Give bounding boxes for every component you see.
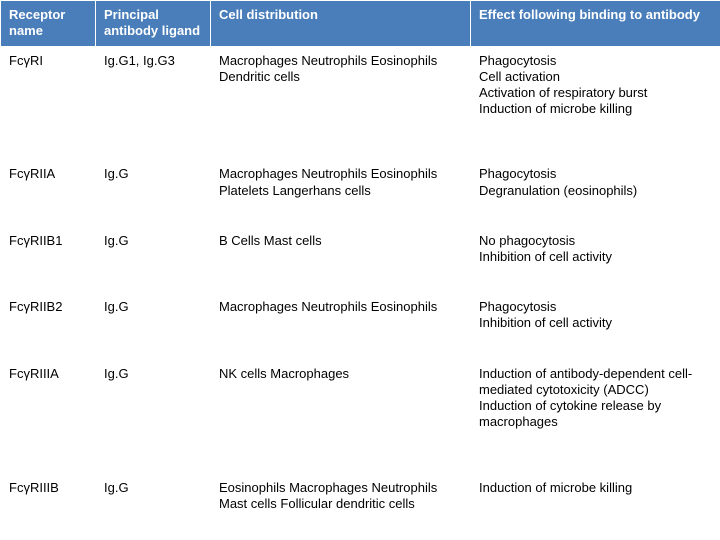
cell-ligand: Ig.G1, Ig.G3 xyxy=(96,46,211,160)
cell-distribution: Macrophages Neutrophils Eosinophils Dend… xyxy=(211,46,471,160)
table-row: FcγRIIB1 Ig.G B Cells Mast cells No phag… xyxy=(1,226,720,292)
cell-effect: PhagocytosisDegranulation (eosinophils) xyxy=(471,160,720,226)
cell-effect: Induction of microbe killing xyxy=(471,473,720,539)
cell-distribution: NK cells Macrophages xyxy=(211,359,471,473)
cell-distribution: Eosinophils Macrophages Neutrophils Mast… xyxy=(211,473,471,539)
table-row: FcγRI Ig.G1, Ig.G3 Macrophages Neutrophi… xyxy=(1,46,720,160)
cell-ligand: Ig.G xyxy=(96,226,211,292)
cell-ligand: Ig.G xyxy=(96,293,211,359)
table-row: FcγRIIIB Ig.G Eosinophils Macrophages Ne… xyxy=(1,473,720,539)
cell-receptor: FcγRIIA xyxy=(1,160,96,226)
cell-receptor: FcγRIIIB xyxy=(1,473,96,539)
col-header-effect: Effect following binding to antibody xyxy=(471,1,720,47)
table-row: FcγRIIIA Ig.G NK cells Macrophages Induc… xyxy=(1,359,720,473)
cell-receptor: FcγRIIIA xyxy=(1,359,96,473)
cell-distribution: Macrophages Neutrophils Eosinophils Plat… xyxy=(211,160,471,226)
col-header-receptor: Receptor name xyxy=(1,1,96,47)
cell-effect: PhagocytosisInhibition of cell activity xyxy=(471,293,720,359)
cell-receptor: FcγRI xyxy=(1,46,96,160)
table-row: FcγRIIA Ig.G Macrophages Neutrophils Eos… xyxy=(1,160,720,226)
cell-ligand: Ig.G xyxy=(96,160,211,226)
col-header-distribution: Cell distribution xyxy=(211,1,471,47)
cell-effect: No phagocytosisInhibition of cell activi… xyxy=(471,226,720,292)
cell-ligand: Ig.G xyxy=(96,359,211,473)
cell-receptor: FcγRIIB2 xyxy=(1,293,96,359)
cell-receptor: FcγRIIB1 xyxy=(1,226,96,292)
table-header-row: Receptor name Principal antibody ligand … xyxy=(1,1,720,47)
cell-ligand: Ig.G xyxy=(96,473,211,539)
cell-distribution: Macrophages Neutrophils Eosinophils xyxy=(211,293,471,359)
col-header-ligand: Principal antibody ligand xyxy=(96,1,211,47)
cell-effect: PhagocytosisCell activationActivation of… xyxy=(471,46,720,160)
fc-receptor-table: Receptor name Principal antibody ligand … xyxy=(0,0,720,540)
cell-effect: Induction of antibody-dependent cell-med… xyxy=(471,359,720,473)
table-body: FcγRI Ig.G1, Ig.G3 Macrophages Neutrophi… xyxy=(1,46,720,540)
cell-distribution: B Cells Mast cells xyxy=(211,226,471,292)
table-row: FcγRIIB2 Ig.G Macrophages Neutrophils Eo… xyxy=(1,293,720,359)
